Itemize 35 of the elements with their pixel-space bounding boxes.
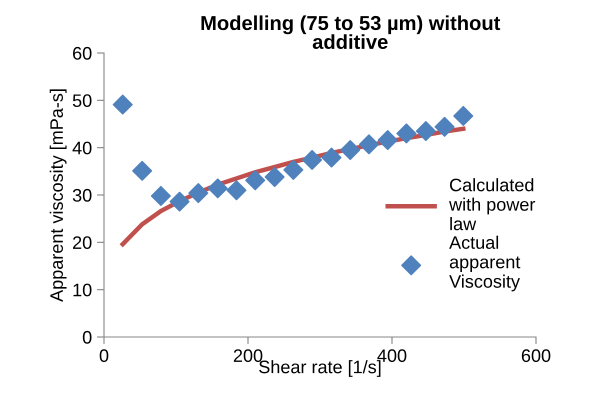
legend-label: Calculated with power law [449,178,536,230]
point [283,160,304,180]
y-tick-label: 20 [73,236,92,250]
y-tick-label: 10 [73,284,92,296]
x-tick-label: 600 [522,349,550,362]
point [188,183,208,204]
point [245,170,266,190]
point [226,180,246,200]
point [208,178,228,198]
x-tick-label: 400 [377,349,406,362]
point [302,150,322,170]
chart-title: Modelling (75 to 53 µm) without additive [201,15,500,50]
point [170,192,190,212]
x-tick-label: 0 [100,349,108,362]
y-tick-label: 40 [72,142,92,154]
legend-label: Actual apparent Viscosity [449,236,520,292]
x-tick-label: 200 [234,349,262,362]
point [264,167,285,188]
y-tick-label: 0 [82,330,92,344]
point [132,160,152,181]
point [453,106,474,126]
point [378,130,398,150]
y-axis-title: Apparent viscosity [mPa-s] [50,89,67,302]
y-tick-label: 50 [72,94,92,108]
point [434,116,455,137]
x-axis-title: Shear rate [1/s] [259,360,380,377]
y-tick-label: 30 [72,188,92,202]
point [358,134,379,154]
y-tick-label: 60 [73,46,92,60]
point [416,121,436,142]
point [322,148,342,168]
point [112,94,133,115]
point [396,123,416,144]
point [150,186,171,206]
point [340,140,360,160]
